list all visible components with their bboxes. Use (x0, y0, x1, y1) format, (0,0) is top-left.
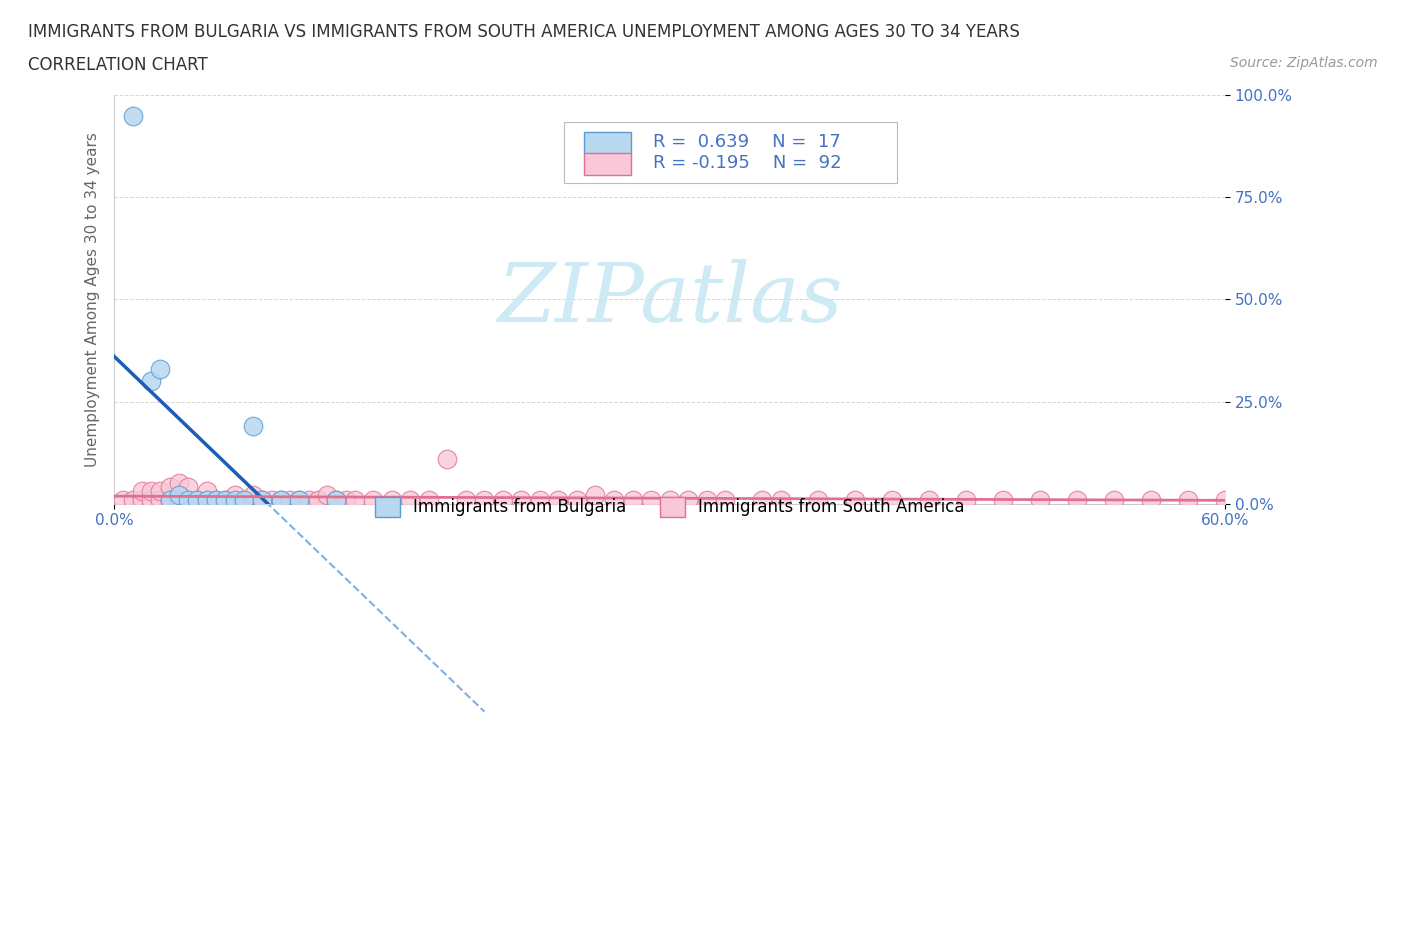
Point (335, 492, 357, 507)
FancyBboxPatch shape (564, 122, 897, 183)
Point (474, 492, 496, 507)
Point (696, 492, 718, 507)
Point (121, 109, 143, 124)
Point (529, 492, 551, 507)
Point (436, 451, 458, 466)
Point (454, 492, 477, 507)
Point (214, 492, 236, 507)
Point (769, 492, 792, 507)
Point (918, 492, 941, 507)
Point (363, 492, 385, 507)
Point (186, 492, 208, 507)
Point (807, 492, 830, 507)
Point (270, 492, 292, 507)
Point (381, 492, 404, 507)
FancyBboxPatch shape (583, 153, 631, 175)
Point (195, 492, 218, 507)
Point (288, 492, 311, 507)
Point (880, 492, 903, 507)
Point (751, 492, 773, 507)
Point (418, 492, 440, 507)
Point (205, 492, 228, 507)
Point (167, 492, 190, 507)
Point (260, 492, 283, 507)
Point (186, 492, 208, 507)
Point (141, 492, 163, 507)
Point (297, 492, 319, 507)
Point (991, 492, 1014, 507)
Point (121, 492, 143, 507)
Point (278, 492, 301, 507)
Point (131, 492, 153, 507)
Point (224, 488, 246, 503)
Point (159, 492, 181, 507)
Text: R = -0.195    N =  92: R = -0.195 N = 92 (652, 154, 841, 172)
Y-axis label: Unemployment Among Ages 30 to 34 years: Unemployment Among Ages 30 to 34 years (86, 132, 100, 467)
Point (270, 492, 292, 507)
Point (177, 492, 200, 507)
Point (159, 492, 181, 507)
Point (177, 480, 200, 495)
Point (399, 492, 422, 507)
Point (149, 484, 172, 498)
Point (1029, 492, 1052, 507)
Legend: Immigrants from Bulgaria, Immigrants from South America: Immigrants from Bulgaria, Immigrants fro… (368, 490, 972, 524)
Point (955, 492, 977, 507)
Point (603, 492, 626, 507)
FancyBboxPatch shape (583, 132, 631, 154)
Point (492, 492, 515, 507)
Point (658, 492, 681, 507)
Point (167, 476, 190, 491)
Point (510, 492, 533, 507)
Point (1140, 492, 1163, 507)
Text: CORRELATION CHART: CORRELATION CHART (28, 56, 208, 73)
Point (621, 492, 644, 507)
Point (252, 492, 274, 507)
Point (714, 492, 737, 507)
Point (205, 492, 228, 507)
Text: R =  0.639    N =  17: R = 0.639 N = 17 (652, 133, 841, 151)
Point (1250, 492, 1272, 507)
Point (288, 492, 311, 507)
Point (232, 492, 254, 507)
Point (141, 484, 163, 498)
Point (141, 374, 163, 389)
Point (112, 492, 135, 507)
Point (547, 492, 569, 507)
Point (214, 492, 236, 507)
Point (177, 492, 200, 507)
Point (325, 492, 347, 507)
Point (343, 492, 366, 507)
Point (1177, 492, 1199, 507)
Point (676, 492, 699, 507)
Point (131, 484, 153, 498)
Text: ZIPatlas: ZIPatlas (496, 259, 842, 339)
Point (224, 492, 246, 507)
Point (242, 418, 264, 433)
Point (640, 492, 662, 507)
Point (232, 492, 254, 507)
Point (316, 488, 339, 503)
Point (1213, 492, 1236, 507)
Point (242, 488, 264, 503)
Point (159, 480, 181, 495)
Point (195, 484, 218, 498)
Point (1066, 492, 1088, 507)
Text: Source: ZipAtlas.com: Source: ZipAtlas.com (1230, 56, 1378, 70)
Point (149, 492, 172, 507)
Point (252, 492, 274, 507)
Point (565, 492, 588, 507)
Point (195, 492, 218, 507)
Point (1102, 492, 1125, 507)
Point (325, 492, 347, 507)
Point (844, 492, 866, 507)
Point (167, 488, 190, 503)
Point (149, 362, 172, 377)
Point (1232, 492, 1254, 507)
Text: IMMIGRANTS FROM BULGARIA VS IMMIGRANTS FROM SOUTH AMERICA UNEMPLOYMENT AMONG AGE: IMMIGRANTS FROM BULGARIA VS IMMIGRANTS F… (28, 23, 1019, 41)
Point (585, 488, 607, 503)
Point (307, 492, 329, 507)
